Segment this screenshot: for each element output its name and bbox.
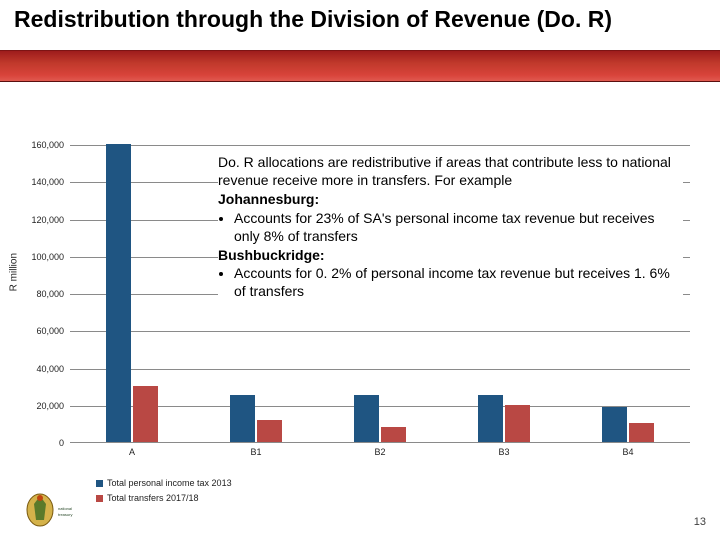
overlay-city2-bullet: Accounts for 0. 2% of personal income ta… bbox=[234, 265, 683, 301]
y-tick-label: 120,000 bbox=[20, 215, 64, 225]
svg-text:treasury: treasury bbox=[58, 512, 72, 517]
chart-legend: Total personal income tax 2013 Total tra… bbox=[96, 478, 232, 508]
y-tick-label: 60,000 bbox=[20, 326, 64, 336]
x-tick-label: B1 bbox=[194, 447, 318, 457]
legend-swatch-icon bbox=[96, 480, 103, 487]
coat-of-arms-icon: national treasury bbox=[20, 490, 80, 530]
page-number: 13 bbox=[694, 516, 706, 528]
explanatory-text-box: Do. R allocations are redistributive if … bbox=[218, 154, 683, 302]
overlay-city1-bullet: Accounts for 23% of SA's personal income… bbox=[234, 210, 683, 246]
gridline bbox=[70, 406, 690, 407]
bar bbox=[381, 427, 406, 442]
bar bbox=[257, 420, 282, 442]
overlay-city1-label: Johannesburg: bbox=[218, 191, 683, 209]
y-tick-label: 140,000 bbox=[20, 177, 64, 187]
x-tick-label: B4 bbox=[566, 447, 690, 457]
legend-item: Total transfers 2017/18 bbox=[96, 493, 232, 503]
x-tick-label: B2 bbox=[318, 447, 442, 457]
overlay-intro: Do. R allocations are redistributive if … bbox=[218, 154, 683, 190]
y-tick-label: 20,000 bbox=[20, 401, 64, 411]
bar bbox=[106, 144, 131, 442]
bar bbox=[505, 405, 530, 442]
gridline bbox=[70, 145, 690, 146]
bar bbox=[602, 407, 627, 442]
x-tick-label: B3 bbox=[442, 447, 566, 457]
y-tick-label: 100,000 bbox=[20, 252, 64, 262]
page-title: Redistribution through the Division of R… bbox=[14, 6, 720, 32]
legend-item: Total personal income tax 2013 bbox=[96, 478, 232, 488]
bar bbox=[354, 395, 379, 442]
y-tick-label: 160,000 bbox=[20, 140, 64, 150]
svg-text:national: national bbox=[58, 506, 72, 511]
legend-label: Total transfers 2017/18 bbox=[107, 493, 199, 503]
bar bbox=[230, 395, 255, 442]
legend-label: Total personal income tax 2013 bbox=[107, 478, 232, 488]
y-tick-label: 40,000 bbox=[20, 364, 64, 374]
x-tick-label: A bbox=[70, 447, 194, 457]
bar bbox=[629, 423, 654, 442]
bar bbox=[478, 395, 503, 442]
title-bar: Redistribution through the Division of R… bbox=[0, 0, 720, 82]
y-tick-label: 0 bbox=[20, 438, 64, 448]
gridline bbox=[70, 331, 690, 332]
legend-swatch-icon bbox=[96, 495, 103, 502]
y-axis-label: R million bbox=[9, 253, 20, 291]
gridline bbox=[70, 369, 690, 370]
overlay-city2-label: Bushbuckridge: bbox=[218, 247, 683, 265]
bar bbox=[133, 386, 158, 442]
y-tick-label: 80,000 bbox=[20, 289, 64, 299]
